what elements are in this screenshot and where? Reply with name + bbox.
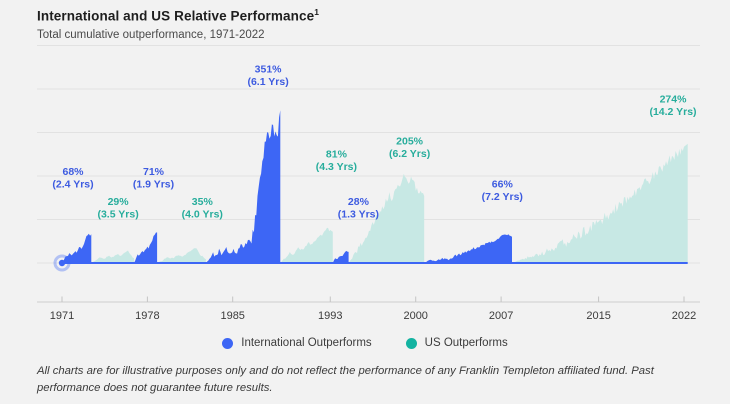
footer-disclaimer: All charts are for illustrative purposes… [37,365,654,394]
area-us-274% [512,143,688,263]
performance-chart: 68% (2.4 Yrs)29% (3.5 Yrs) 71% (1.9 Yrs) 35%(… [37,45,700,322]
legend-item-international: International Outperforms [222,337,372,349]
legend-item-us: US Outperforms [405,337,508,349]
area-international-28% [332,250,349,263]
chart-subtitle: Total cumulative outperformance, 1971-20… [37,29,265,41]
x-axis-label-1971: 1971 [50,310,74,322]
start-point-marker [58,259,66,267]
area-international-68% [62,233,92,263]
x-axis-label-2007: 2007 [489,310,513,322]
start-point-marker-ring [53,254,71,272]
x-axis-label-2022: 2022 [672,310,696,322]
x-axis-label-2000: 2000 [403,310,427,322]
annotation-international-66%: 66% (7.2 Yrs) [482,178,523,203]
x-axis-label-1978: 1978 [135,310,159,322]
area-us-205% [348,173,425,263]
legend-dot-us [405,337,417,349]
area-international-66% [424,234,512,263]
x-axis-label-2015: 2015 [586,310,610,322]
x-axis-label-1993: 1993 [318,310,342,322]
chart-legend: International Outperforms US Outperforms [0,337,730,349]
area-international-351% [205,110,281,263]
chart-title-text: International and US Relative Performanc… [37,8,315,24]
x-axis-label-1985: 1985 [220,310,244,322]
area-us-29% [91,250,134,263]
area-us-35% [157,248,206,263]
annotation-us-81%: 81% (4.3 Yrs) [316,148,357,173]
annotation-international-68%: 68% (2.4 Yrs) [52,166,93,191]
legend-dot-international [222,337,234,349]
area-us-81% [280,227,333,263]
chart-title: International and US Relative Performanc… [37,7,319,24]
legend-label-us: US Outperforms [424,337,508,349]
title-footnote-ref: 1 [314,7,320,17]
annotation-international-351%: 351% (6.1 Yrs) [247,64,288,89]
legend-label-international: International Outperforms [241,337,372,349]
annotation-international-71%: 71% (1.9 Yrs) [133,166,174,191]
annotation-international-28%: 28% (1.3 Yrs) [338,196,379,221]
annotation-us-29%: 29% (3.5 Yrs) [97,196,138,221]
area-international-71% [134,232,158,263]
annotation-us-35%: 35% (4.0 Yrs) [182,196,223,221]
annotation-us-274%: 274% (14.2 Yrs) [649,94,696,119]
annotation-us-205%: 205% (6.2 Yrs) [389,135,430,160]
